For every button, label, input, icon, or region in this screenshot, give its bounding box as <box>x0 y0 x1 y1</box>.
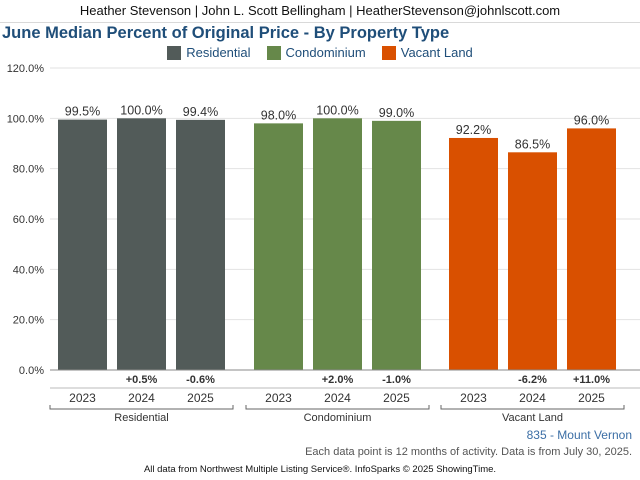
x-tick-label: 2024 <box>519 391 546 405</box>
change-label: +2.0% <box>322 374 354 386</box>
legend-swatch <box>167 45 182 60</box>
bar <box>254 123 303 370</box>
chart-legend: Residential Condominium Vacant Land <box>0 45 640 60</box>
data-label: 99.5% <box>65 105 100 119</box>
legend-label: Vacant Land <box>400 45 473 60</box>
group-label: Vacant Land <box>502 412 563 424</box>
data-label: 100.0% <box>316 103 358 117</box>
group-label: Condominium <box>304 412 372 424</box>
header-contact: Heather Stevenson | John L. Scott Bellin… <box>0 0 640 23</box>
y-tick-label: 120.0% <box>7 63 45 75</box>
bar <box>58 119 107 370</box>
group-bracket <box>49 405 234 410</box>
bar <box>117 118 166 370</box>
legend-item: Condominium <box>266 45 366 60</box>
group-label: Residential <box>114 412 168 424</box>
x-tick-label: 2025 <box>578 391 605 405</box>
change-label: -1.0% <box>382 374 411 386</box>
bar <box>567 128 616 370</box>
change-label: -0.6% <box>186 374 215 386</box>
y-tick-label: 20.0% <box>13 315 44 327</box>
data-label: 92.2% <box>456 123 491 137</box>
bar <box>176 119 225 371</box>
x-tick-label: 2025 <box>187 391 214 405</box>
source-credit: All data from Northwest Multiple Listing… <box>143 464 497 475</box>
bar <box>449 137 498 370</box>
data-note: Each data point is 12 months of activity… <box>305 446 632 458</box>
y-tick-label: 80.0% <box>13 164 44 176</box>
chart-title: June Median Percent of Original Price - … <box>2 24 450 42</box>
group-bracket <box>245 405 430 410</box>
change-label: -6.2% <box>518 374 547 386</box>
y-tick-label: 0.0% <box>19 365 44 377</box>
y-tick-label: 60.0% <box>13 214 44 226</box>
data-label: 100.0% <box>120 103 162 117</box>
data-label: 99.0% <box>379 106 414 120</box>
data-label: 98.0% <box>261 108 296 122</box>
legend-swatch <box>381 45 396 60</box>
legend-item: Vacant Land <box>381 45 473 60</box>
change-label: +0.5% <box>126 374 158 386</box>
data-label: 99.4% <box>183 105 218 119</box>
legend-item: Residential <box>167 45 251 60</box>
region-label: 835 - Mount Vernon <box>526 428 632 442</box>
y-tick-label: 100.0% <box>7 113 45 125</box>
legend-swatch <box>266 45 281 60</box>
legend-label: Residential <box>186 45 251 60</box>
data-label: 96.0% <box>574 113 609 127</box>
x-tick-label: 2024 <box>324 391 351 405</box>
group-bracket <box>440 405 625 410</box>
data-label: 86.5% <box>515 137 550 151</box>
change-label: +11.0% <box>573 374 610 386</box>
x-tick-label: 2023 <box>265 391 292 405</box>
x-tick-label: 2025 <box>383 391 410 405</box>
x-tick-label: 2024 <box>128 391 155 405</box>
bar <box>508 152 557 370</box>
bar <box>372 120 421 370</box>
legend-label: Condominium <box>285 45 366 60</box>
x-tick-label: 2023 <box>69 391 96 405</box>
bar <box>313 118 362 370</box>
y-tick-label: 40.0% <box>13 264 44 276</box>
x-tick-label: 2023 <box>460 391 487 405</box>
